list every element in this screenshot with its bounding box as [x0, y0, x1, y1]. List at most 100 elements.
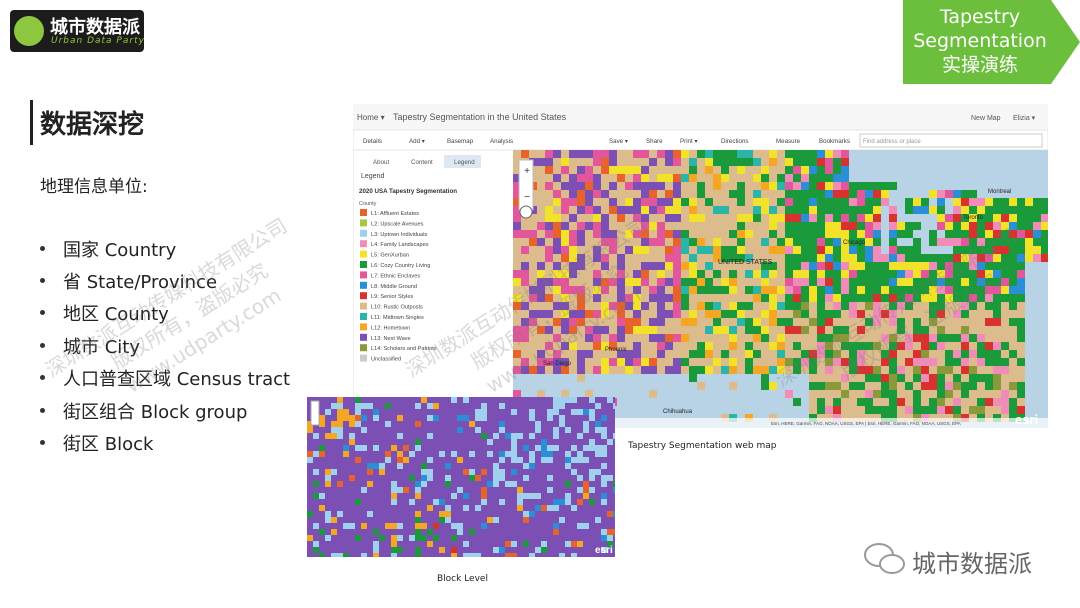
- toolbar-button[interactable]: Details: [363, 138, 382, 145]
- map-cell: [689, 302, 697, 310]
- map-cell: [517, 397, 523, 403]
- map-cell: [857, 294, 865, 302]
- map-cell: [561, 238, 569, 246]
- tab[interactable]: Legend: [454, 159, 475, 166]
- map-cell: [445, 529, 451, 535]
- map-cell: [583, 547, 589, 553]
- map-cell: [953, 262, 961, 270]
- map-cell: [521, 262, 529, 270]
- map-cell: [793, 190, 801, 198]
- map-cell: [617, 342, 625, 350]
- map-cell: [529, 238, 537, 246]
- map-cell: [1033, 254, 1041, 262]
- map-cell: [905, 302, 913, 310]
- map-cell: [545, 358, 553, 366]
- map-cell: [529, 310, 537, 318]
- map-cell: [553, 523, 559, 529]
- map-cell: [513, 350, 521, 358]
- map-cell: [873, 238, 881, 246]
- locate-button[interactable]: [519, 205, 533, 219]
- toolbar-button[interactable]: Add ▾: [409, 138, 425, 145]
- toolbar-button[interactable]: Measure: [776, 138, 801, 145]
- map-cell: [451, 469, 457, 475]
- map-cell: [849, 206, 857, 214]
- toolbar-button[interactable]: Share: [646, 138, 663, 145]
- zoom-in[interactable]: +: [524, 166, 530, 177]
- toolbar-button[interactable]: Directions: [721, 138, 749, 145]
- map-cell: [553, 166, 561, 174]
- map-cell: [617, 150, 625, 158]
- map-cell: [785, 326, 793, 334]
- map-cell: [769, 214, 777, 222]
- tab[interactable]: About: [373, 159, 389, 166]
- map-cell: [825, 374, 833, 382]
- map-cell: [897, 278, 905, 286]
- map-cell: [427, 493, 433, 499]
- map-cell: [1017, 398, 1025, 406]
- map-cell: [397, 487, 403, 493]
- map-cell: [481, 409, 487, 415]
- map-cell: [913, 310, 921, 318]
- map-cell: [665, 214, 673, 222]
- map-cell: [569, 182, 577, 190]
- map-cell: [689, 374, 697, 382]
- place-label: Montreal: [988, 189, 1011, 195]
- map-cell: [537, 182, 545, 190]
- map-cell: [905, 310, 913, 318]
- map-cell: [937, 214, 945, 222]
- map-cell: [673, 358, 681, 366]
- toolbar-button[interactable]: Print ▾: [680, 138, 698, 145]
- map-cell: [1017, 358, 1025, 366]
- map-cell: [607, 499, 613, 505]
- zoom-out[interactable]: −: [524, 192, 530, 203]
- map-cell: [583, 529, 589, 535]
- map-cell: [469, 475, 475, 481]
- tab-active: [444, 155, 481, 168]
- map-cell: [577, 278, 585, 286]
- map-cell: [897, 398, 905, 406]
- map-cell: [553, 409, 559, 415]
- map-cell: [523, 541, 529, 547]
- map-cell: [761, 302, 769, 310]
- map-cell: [897, 406, 905, 414]
- map-cell: [849, 350, 857, 358]
- map-cell: [355, 421, 361, 427]
- logo-subtitle: Urban Data Party: [51, 36, 145, 46]
- map-cell: [761, 334, 769, 342]
- map-cell: [865, 366, 873, 374]
- search-box[interactable]: [859, 133, 1043, 148]
- map-cell: [825, 238, 833, 246]
- map-cell: [1033, 246, 1041, 254]
- map-cell: [785, 310, 793, 318]
- map-cell: [921, 374, 929, 382]
- map-cell: [529, 511, 535, 517]
- zoom-control[interactable]: [310, 400, 320, 426]
- map-cell: [521, 286, 529, 294]
- toolbar-button[interactable]: Basemap: [447, 138, 474, 145]
- map-cell: [577, 451, 583, 457]
- toolbar-button[interactable]: Analysis: [490, 138, 513, 145]
- map-cell: [545, 326, 553, 334]
- map-cell: [849, 190, 857, 198]
- map-cell: [325, 451, 331, 457]
- map-cell: [697, 342, 705, 350]
- map-cell: [633, 318, 641, 326]
- map-cell: [319, 445, 325, 451]
- map-cell: [737, 230, 745, 238]
- map-cell: [681, 350, 689, 358]
- map-cell: [1009, 286, 1017, 294]
- map-cell: [337, 397, 343, 403]
- map-cell: [681, 246, 689, 254]
- map-cell: [873, 182, 881, 190]
- map-cell: [1009, 270, 1017, 278]
- map-cell: [537, 230, 545, 238]
- map-cell: [577, 206, 585, 214]
- map-cell: [833, 166, 841, 174]
- map-cell: [547, 415, 553, 421]
- tab[interactable]: Content: [411, 159, 433, 166]
- map-cell: [785, 286, 793, 294]
- map-cell: [385, 457, 391, 463]
- toolbar-button[interactable]: Bookmarks: [819, 138, 850, 145]
- toolbar-button[interactable]: Save ▾: [609, 138, 628, 145]
